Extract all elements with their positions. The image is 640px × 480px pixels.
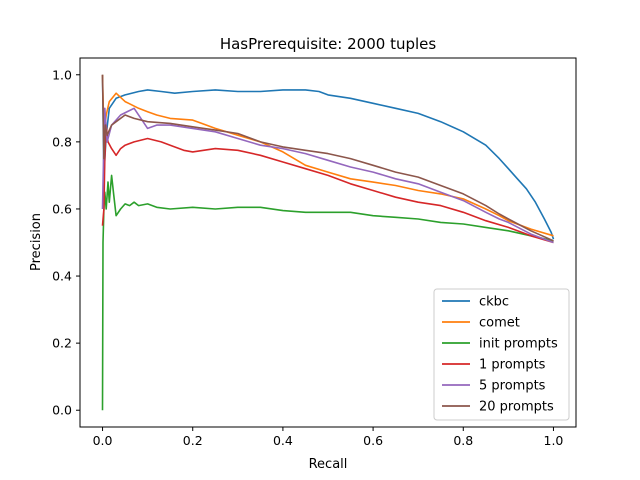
plot-frame	[79, 57, 577, 428]
x-tick-label: 0.6	[363, 433, 383, 448]
y-tick-label: 0.0	[52, 403, 72, 418]
legend-label: 20 prompts	[479, 400, 554, 415]
plot-lines	[101, 74, 555, 411]
y-tick-label: 0.6	[52, 201, 72, 216]
legend-label: 1 prompts	[479, 358, 546, 373]
chart-title: HasPrerequisite: 2000 tuples	[220, 35, 437, 53]
x-tick-label: 1.0	[544, 433, 564, 448]
y-tick-label: 0.4	[52, 269, 72, 284]
y-tick-label: 1.0	[52, 67, 72, 82]
y-axis-ticks: 0.0 0.2 0.4 0.6 0.8 1.0	[52, 67, 80, 418]
x-tick-label: 0.0	[93, 433, 113, 448]
legend-label: comet	[479, 316, 520, 331]
series-line-2	[101, 174, 554, 411]
legend: ckbc comet init prompts 1 prompts 5 prompts 2…	[433, 288, 570, 421]
legend-label: init prompts	[479, 337, 558, 352]
x-tick-label: 0.8	[453, 433, 473, 448]
y-axis-label: Precision	[29, 213, 44, 271]
y-tick-label: 0.2	[52, 336, 72, 351]
series-line-0	[101, 74, 555, 240]
series-line-4	[101, 107, 554, 244]
x-axis-label: Recall	[309, 457, 348, 472]
series-line-3	[101, 124, 554, 244]
x-tick-label: 0.4	[273, 433, 293, 448]
legend-label: ckbc	[479, 295, 509, 310]
x-axis-ticks: 0.0 0.2 0.4 0.6 0.8 1.0	[93, 427, 564, 448]
legend-label: 5 prompts	[479, 379, 546, 394]
series-line-5	[101, 74, 554, 242]
y-tick-label: 0.8	[52, 134, 72, 149]
x-tick-label: 0.2	[183, 433, 203, 448]
